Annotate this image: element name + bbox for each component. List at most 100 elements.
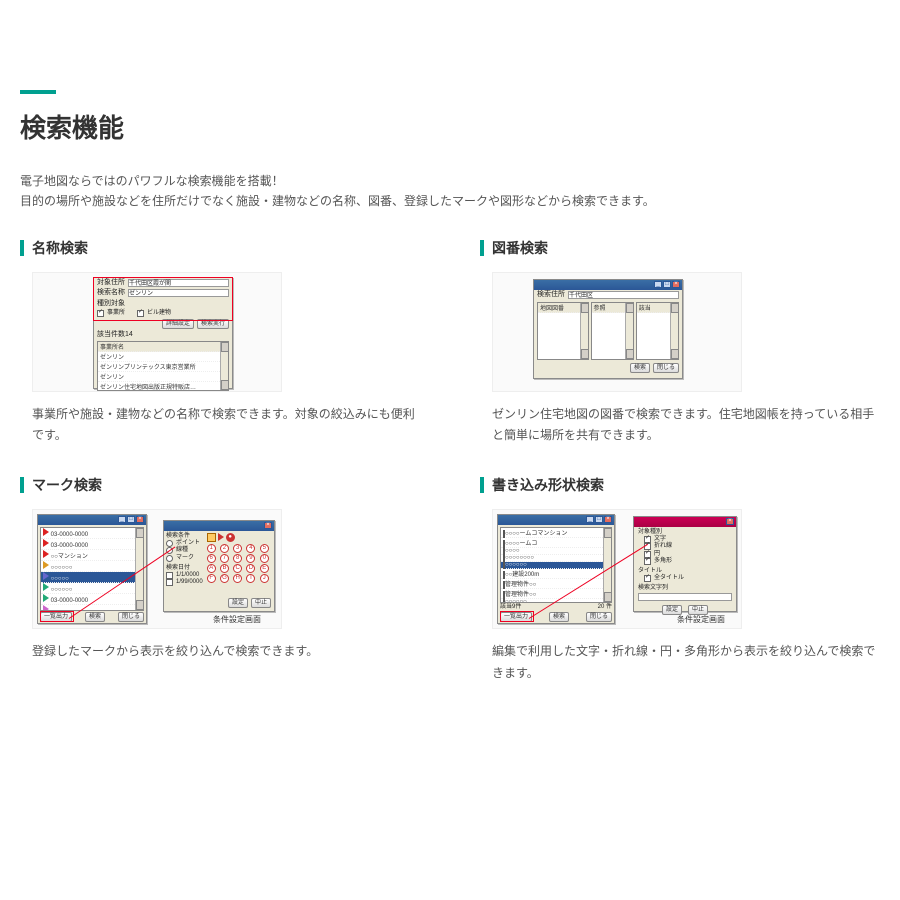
shape-list-window: _□× ○○○○ームコマンション ○○○○ームコ ○○○○ ○○○○○○○○ ○…	[497, 514, 615, 624]
checkbox[interactable]	[166, 572, 173, 579]
close-icon[interactable]: ×	[672, 281, 680, 288]
close-button[interactable]: 閉じる	[653, 363, 679, 373]
minimize-icon[interactable]: _	[118, 516, 126, 523]
pin-icon[interactable]: C	[233, 564, 242, 573]
close-icon[interactable]: ×	[726, 518, 734, 525]
result-list[interactable]: 事業所名 ゼンリン ゼンリンプリンテックス東京営業所 ゼンリン ゼンリン住宅地図…	[97, 341, 229, 391]
pin-icon[interactable]: 8	[233, 554, 242, 563]
scrollbar[interactable]	[580, 303, 588, 359]
section-mark-search: マーク検索 _□× 03-0000-0000 03-0000-0000 ○○マン…	[20, 475, 420, 684]
maximize-icon[interactable]: □	[663, 281, 671, 288]
close-icon[interactable]: ×	[604, 516, 612, 523]
pin-icon[interactable]: 1	[207, 544, 216, 553]
list-item[interactable]: 管理物件○○	[501, 579, 611, 589]
flag-icon	[43, 561, 49, 569]
pin-icon[interactable]: 4	[246, 544, 255, 553]
text-input[interactable]	[638, 593, 732, 601]
pin-icon[interactable]: J	[260, 574, 269, 583]
mark-list[interactable]: 03-0000-0000 03-0000-0000 ○○マンション ○○○○○○…	[40, 527, 144, 611]
close-icon[interactable]: ×	[264, 522, 272, 529]
heading-bar-icon	[20, 240, 24, 256]
dialog-window: _ □ × 検索住所千代田区 地図図番 参照 該当 検索閉じる	[533, 279, 683, 379]
pin-icon[interactable]: H	[233, 574, 242, 583]
ok-button[interactable]: 設定	[228, 598, 248, 608]
list-item[interactable]: ○○マンション	[41, 550, 143, 561]
heading-bar-icon	[480, 240, 484, 256]
list-item[interactable]: 03-0000-0000	[41, 539, 143, 550]
list-item[interactable]: ○○○○○○	[41, 561, 143, 572]
shape-list[interactable]: ○○○○ームコマンション ○○○○ームコ ○○○○ ○○○○○○○○ ○○○○○…	[500, 527, 612, 603]
text-input[interactable]: 千代田区	[568, 291, 679, 299]
maximize-icon[interactable]: □	[127, 516, 135, 523]
pin-icon[interactable]: ●	[226, 533, 235, 542]
pin-icon[interactable]: 9	[246, 554, 255, 563]
pin-icon[interactable]: I	[246, 574, 255, 583]
list-item[interactable]: ○○○○	[501, 548, 611, 555]
section-description: 登録したマークから表示を絞り込んで検索できます。	[20, 641, 420, 663]
list-item[interactable]: ○○○○○○	[41, 583, 143, 594]
list-column[interactable]: 地図図番	[537, 302, 589, 360]
list-column[interactable]: 該当	[636, 302, 679, 360]
pin-icon[interactable]: 0	[260, 554, 269, 563]
group-label: タイトル	[638, 568, 732, 575]
pin-icon[interactable]: F	[207, 574, 216, 583]
pin-icon[interactable]: A	[207, 564, 216, 573]
pin-icon[interactable]: G	[220, 574, 229, 583]
maximize-icon[interactable]: □	[595, 516, 603, 523]
flag-icon[interactable]	[218, 533, 224, 541]
list-item[interactable]: ゼンリン	[98, 372, 228, 382]
close-button[interactable]: 閉じる	[586, 612, 612, 622]
accent-bar	[20, 90, 56, 94]
thumbnail-caption: 条件設定画面	[213, 614, 261, 625]
section-name-search: 名称検索 対象住所千代田区霞が関 検索名称ゼンリン 種別対象 事業所ビル建物 詳…	[20, 238, 420, 447]
scrollbar[interactable]	[603, 528, 611, 602]
pin-icon[interactable]: D	[246, 564, 255, 573]
pin-icon[interactable]: 6	[207, 554, 216, 563]
search-button[interactable]: 検索	[630, 363, 650, 373]
scrollbar[interactable]	[625, 303, 633, 359]
pin-icon[interactable]: 3	[233, 544, 242, 553]
thumbnail-caption: 条件設定画面	[677, 614, 725, 625]
list-item[interactable]: 03-0000-0000	[41, 528, 143, 539]
radio[interactable]	[166, 555, 173, 562]
close-button[interactable]: 閉じる	[118, 612, 144, 622]
intro-line-1: 電子地図ならではのパワフルな検索機能を搭載！	[20, 171, 880, 191]
close-icon[interactable]: ×	[136, 516, 144, 523]
scrollbar[interactable]	[670, 303, 678, 359]
flag-icon	[43, 550, 49, 558]
list-item[interactable]: ゼンリンプリンテックス東京営業所	[98, 362, 228, 372]
list-column[interactable]: 参照	[591, 302, 634, 360]
field-label: 検索住所	[537, 291, 565, 299]
pin-icon[interactable]: 7	[220, 554, 229, 563]
checkbox[interactable]	[644, 558, 651, 565]
radio[interactable]	[166, 540, 173, 547]
minimize-icon[interactable]: _	[654, 281, 662, 288]
minimize-icon[interactable]: _	[586, 516, 594, 523]
search-button[interactable]: 検索	[549, 612, 569, 622]
list-item[interactable]: ゼンリン	[98, 352, 228, 362]
titlebar: ×	[634, 517, 736, 527]
pin-icon[interactable]: 2	[220, 544, 229, 553]
sections-grid: 名称検索 対象住所千代田区霞が関 検索名称ゼンリン 種別対象 事業所ビル建物 詳…	[20, 238, 880, 684]
section-title: マーク検索	[32, 475, 102, 495]
scrollbar[interactable]	[220, 342, 228, 390]
list-item[interactable]: ゼンリン住宅地図出版正規特販店…	[98, 382, 228, 391]
checkbox[interactable]	[644, 575, 651, 582]
list-item[interactable]: ○○○○ームコ	[501, 538, 611, 548]
thumbnail-mark-search: _□× 03-0000-0000 03-0000-0000 ○○マンション ○○…	[32, 509, 282, 629]
marker-icon[interactable]	[207, 533, 216, 542]
titlebar: _ □ ×	[534, 280, 682, 290]
list-item[interactable]: ○○○○○○○○	[501, 555, 611, 562]
thumbnail-name-search: 対象住所千代田区霞が関 検索名称ゼンリン 種別対象 事業所ビル建物 詳細設定検索…	[32, 272, 282, 392]
list-item[interactable]: ○○○○○○	[501, 562, 611, 569]
pin-icon[interactable]: 5	[260, 544, 269, 553]
cancel-button[interactable]: 中止	[251, 598, 271, 608]
list-item[interactable]: ○○○○ームコマンション	[501, 528, 611, 538]
pin-icon[interactable]: B	[220, 564, 229, 573]
checkbox[interactable]	[166, 579, 173, 586]
section-description: 編集で利用した文字・折れ線・円・多角形から表示を絞り込んで検索できます。	[480, 641, 880, 684]
search-button[interactable]: 検索	[85, 612, 105, 622]
pin-icon[interactable]: E	[260, 564, 269, 573]
condition-window: × 検索条件 ポイント 線種 マーク 検索日付 1/1/0000 1/99/00…	[163, 520, 275, 612]
list-item[interactable]: 管理物件○○	[501, 589, 611, 599]
